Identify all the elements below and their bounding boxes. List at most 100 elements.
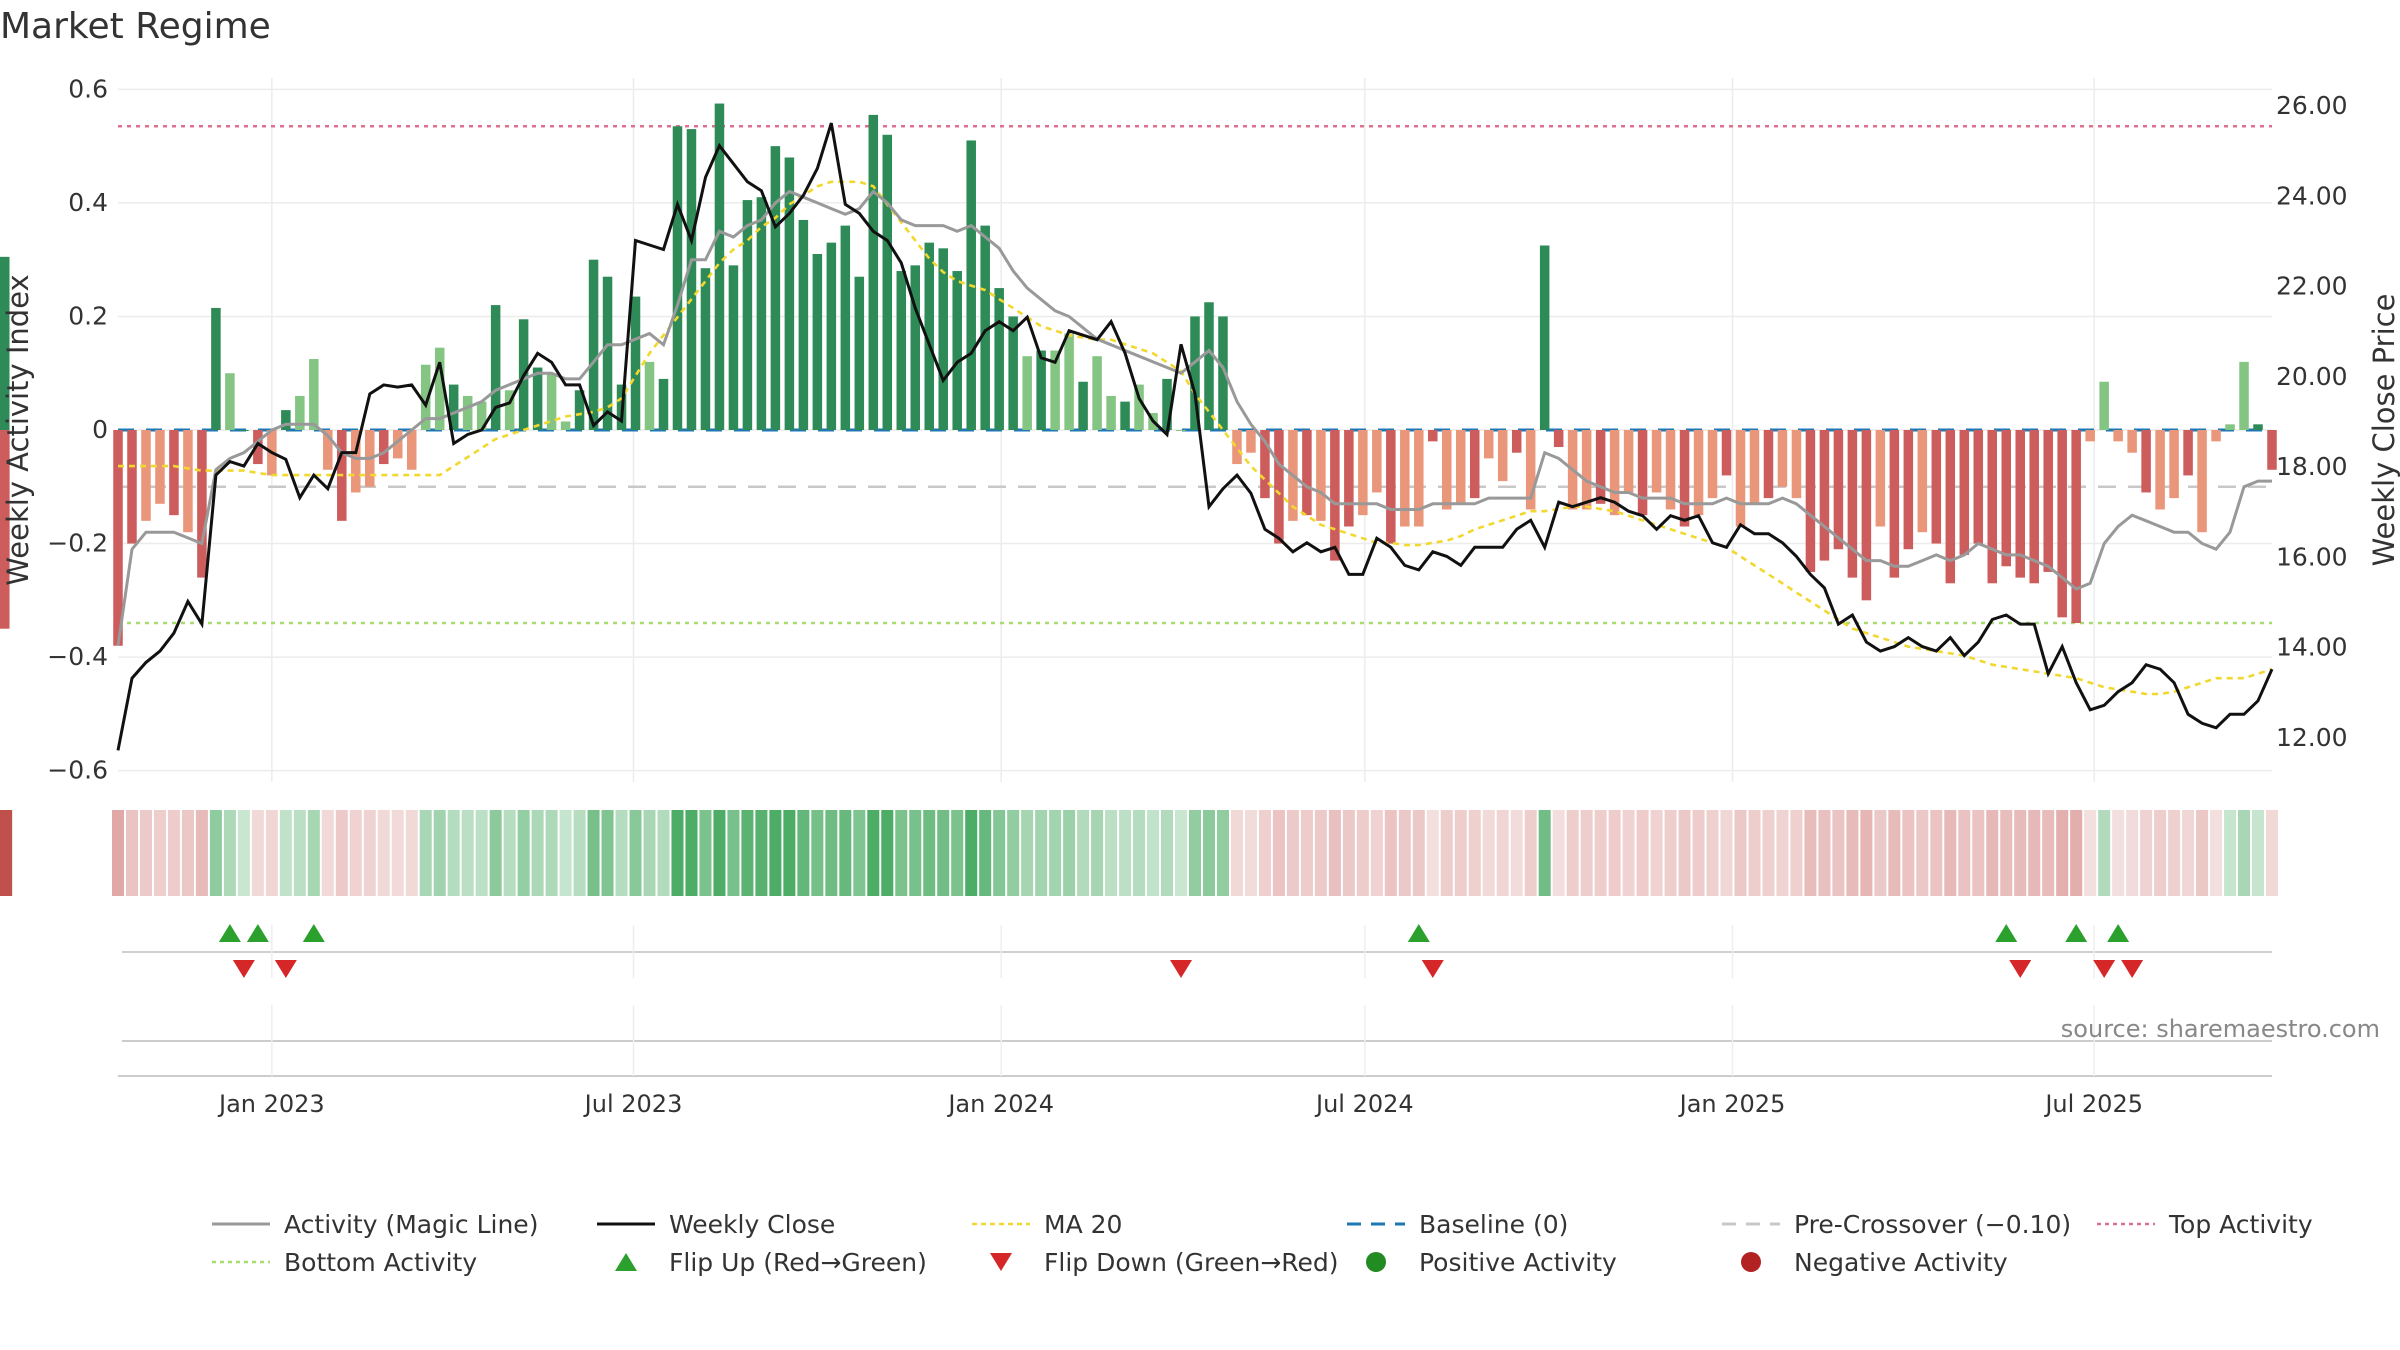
activity-bar (0, 430, 10, 561)
activity-bar (392, 430, 403, 459)
activity-bar (1651, 430, 1662, 493)
activity-bar (1428, 430, 1438, 442)
activity-bar (2169, 430, 2179, 499)
regime-cell (741, 810, 754, 896)
activity-bar (225, 373, 235, 430)
activity-bar (1372, 430, 1382, 493)
regime-cell (601, 810, 614, 896)
activity-bar (1442, 430, 1452, 510)
activity-bar (2029, 430, 2039, 584)
activity-bar (1008, 316, 1018, 430)
regime-cell (1650, 810, 1663, 896)
activity-bar (1791, 430, 1802, 499)
activity-bar (644, 361, 655, 430)
regime-cell (1706, 810, 1719, 896)
activity-bar (700, 268, 711, 430)
activity-bar (868, 114, 879, 430)
activity-bar (2211, 430, 2221, 442)
activity-bar (1623, 430, 1634, 493)
y-tick-label: 0 (92, 415, 108, 444)
activity-bars (0, 103, 2277, 646)
activity-bar (742, 200, 753, 430)
regime-cell (1021, 810, 1034, 896)
regime-cell (0, 810, 13, 896)
regime-cell (1496, 810, 1509, 896)
regime-cell (559, 810, 572, 896)
legend-symbol (212, 1260, 270, 1264)
regime-cell (2140, 810, 2153, 896)
activity-bar (560, 421, 571, 430)
activity-bar (1749, 430, 1760, 504)
activity-bar (1190, 316, 1200, 430)
regime-cell (2224, 810, 2237, 896)
flip-up-marker (2065, 924, 2088, 942)
regime-cell (377, 810, 390, 896)
regime-cell (909, 810, 922, 896)
regime-cell (2042, 810, 2055, 896)
y2-tick-label: 12.00 (2276, 723, 2348, 752)
activity-bar (1022, 356, 1032, 430)
activity-bar (183, 430, 193, 533)
activity-bar (1693, 430, 1704, 516)
activity-bar (448, 384, 459, 430)
y-tick-label: −0.4 (47, 642, 108, 671)
activity-bar (1260, 430, 1270, 499)
regime-cell (1272, 810, 1285, 896)
y2-tick-label: 14.00 (2276, 633, 2348, 662)
regime-cell (1007, 810, 1020, 896)
activity-bar (532, 367, 543, 430)
regime-cell (1105, 810, 1118, 896)
legend-item: MA 20 (970, 1205, 1122, 1243)
activity-bar (1274, 430, 1284, 544)
regime-cell (587, 810, 600, 896)
legend-dot-red (1741, 1252, 1761, 1272)
regime-cell (419, 810, 432, 896)
regime-cell (615, 810, 628, 896)
activity-bar (2197, 430, 2207, 533)
legend-symbol (1347, 1222, 1405, 1226)
regime-cell (209, 810, 222, 896)
axes: −0.6 −0.4 −0.2 0 0.2 0.4 0.6 12.00 14.00 16.00 18.… (1, 74, 2400, 784)
legend-item: Pre-Crossover (−0.10) (1720, 1205, 2071, 1243)
regime-cell (2168, 810, 2181, 896)
activity-bar (2113, 430, 2123, 442)
activity-bar (309, 359, 319, 430)
flip-up-marker (1407, 924, 1430, 942)
regime-strip (0, 810, 2279, 896)
regime-cell (1622, 810, 1635, 896)
regime-cell (1678, 810, 1691, 896)
flip-down-marker (2121, 960, 2144, 978)
regime-cell (1524, 810, 1537, 896)
x-tick-label: Jan 2025 (1678, 1090, 1786, 1118)
activity-bar (2015, 430, 2025, 578)
regime-cell (1832, 810, 1845, 896)
legend-label: Flip Down (Green→Red) (1044, 1247, 1339, 1277)
regime-cell (2098, 810, 2111, 896)
regime-cell (1762, 810, 1775, 896)
activity-bar (1469, 430, 1480, 499)
activity-bar (406, 430, 417, 470)
regime-cell (1860, 810, 1873, 896)
regime-cell (685, 810, 698, 896)
activity-bar (1721, 430, 1732, 476)
activity-bar (1302, 430, 1312, 516)
regime-cell (363, 810, 376, 896)
regime-cell (293, 810, 306, 896)
activity-bar (211, 307, 221, 430)
activity-bar (1889, 430, 1900, 578)
regime-cell (1944, 810, 1957, 896)
regime-cell (1804, 810, 1817, 896)
activity-bar (1959, 430, 1970, 555)
regime-cell (433, 810, 446, 896)
regime-cell (1300, 810, 1313, 896)
regime-cell (531, 810, 544, 896)
regime-cell (2154, 810, 2167, 896)
regime-cell (195, 810, 208, 896)
activity-bar (1679, 430, 1690, 527)
regime-cell (545, 810, 558, 896)
regime-cell (1818, 810, 1831, 896)
activity-bar (1833, 430, 1844, 550)
activity-bar (1204, 302, 1214, 430)
activity-bar (2253, 424, 2263, 430)
activity-bar (434, 347, 445, 430)
